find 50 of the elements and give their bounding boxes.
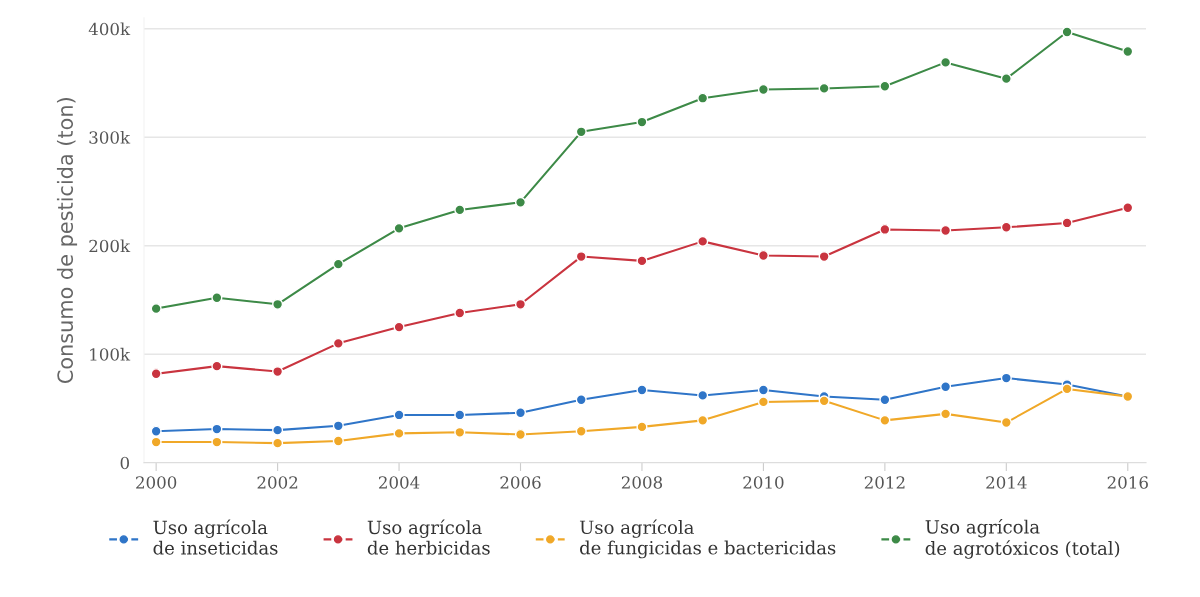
point bbox=[272, 298, 284, 310]
point bbox=[150, 425, 162, 437]
point bbox=[879, 414, 891, 426]
point bbox=[454, 307, 466, 319]
legend-label: Uso agrícola de herbicidas bbox=[367, 519, 490, 555]
point bbox=[211, 436, 223, 448]
point bbox=[1000, 372, 1012, 384]
point bbox=[697, 389, 709, 401]
point bbox=[393, 427, 405, 439]
point bbox=[575, 425, 587, 437]
y-tick-label: 400k bbox=[88, 22, 131, 36]
point bbox=[454, 426, 466, 438]
point bbox=[332, 435, 344, 447]
point bbox=[393, 409, 405, 421]
point bbox=[332, 337, 344, 349]
point bbox=[636, 384, 648, 396]
point bbox=[940, 56, 952, 68]
point bbox=[757, 384, 769, 396]
point bbox=[211, 423, 223, 435]
x-tick-label: 2004 bbox=[378, 476, 420, 489]
x-tick-label: 2006 bbox=[500, 476, 541, 489]
point bbox=[454, 409, 466, 421]
y-axis-title: Consumo de pesticida (ton) bbox=[56, 98, 78, 384]
y-tick-label: 200k bbox=[89, 239, 131, 253]
x-tick-label: 2016 bbox=[1107, 476, 1148, 489]
point bbox=[697, 235, 709, 247]
x-tick-label: 2010 bbox=[743, 476, 784, 489]
point bbox=[879, 80, 891, 92]
point bbox=[697, 92, 709, 104]
x-tick-label: 2014 bbox=[986, 476, 1027, 489]
point bbox=[818, 82, 830, 94]
y-tick-label: 0 bbox=[120, 456, 129, 470]
legend-label: Uso agrícola de agrotóxicos (total) bbox=[925, 518, 1120, 559]
x-tick-label: 2002 bbox=[257, 476, 298, 489]
point bbox=[1061, 26, 1073, 38]
point bbox=[879, 223, 891, 236]
point bbox=[514, 298, 527, 310]
point bbox=[1000, 221, 1012, 233]
y-tick-label: 100k bbox=[90, 347, 131, 361]
y-tick-label: 300k bbox=[89, 130, 131, 144]
legend-label: Uso agrícola de inseticidas bbox=[153, 519, 278, 555]
legend-label: Uso agrícola de fungicidas e bactericidas bbox=[579, 519, 836, 559]
x-tick-label: 2000 bbox=[136, 476, 177, 489]
point bbox=[393, 321, 405, 333]
point bbox=[211, 360, 223, 372]
point bbox=[393, 222, 405, 234]
point bbox=[697, 414, 709, 426]
point bbox=[514, 196, 527, 208]
x-tick-label: 2008 bbox=[621, 476, 663, 489]
x-tick-label: 2012 bbox=[864, 476, 905, 489]
